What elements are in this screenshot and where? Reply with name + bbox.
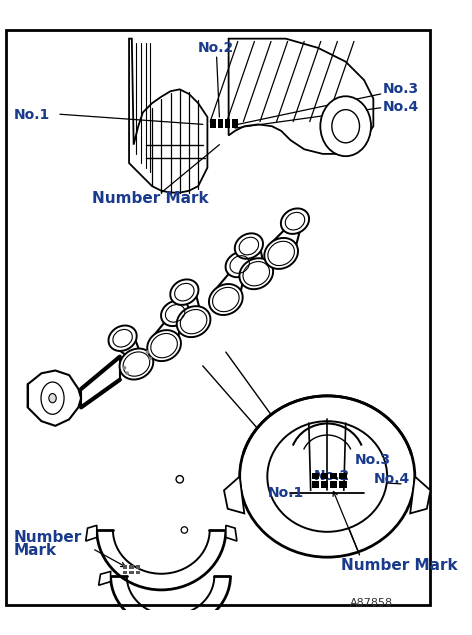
Bar (135, 565, 140, 569)
Ellipse shape (226, 251, 254, 277)
Ellipse shape (177, 306, 211, 337)
Text: No.2: No.2 (313, 469, 350, 483)
Text: No.4: No.4 (382, 100, 419, 114)
Ellipse shape (123, 366, 126, 370)
Bar (312, 481, 319, 488)
Text: Mark: Mark (14, 543, 57, 558)
Ellipse shape (119, 349, 153, 380)
Bar (210, 119, 216, 128)
Bar (123, 570, 127, 574)
Polygon shape (224, 476, 244, 513)
Ellipse shape (176, 476, 184, 483)
Ellipse shape (239, 258, 273, 289)
Bar (232, 119, 238, 128)
Ellipse shape (146, 351, 149, 354)
Ellipse shape (181, 527, 187, 533)
Bar (135, 570, 140, 574)
Ellipse shape (235, 233, 263, 259)
Ellipse shape (147, 330, 181, 361)
Ellipse shape (267, 421, 387, 532)
Bar (321, 473, 328, 479)
Bar (339, 481, 346, 488)
Text: Number Mark: Number Mark (92, 190, 209, 206)
Bar (129, 570, 134, 574)
Ellipse shape (126, 371, 129, 375)
Ellipse shape (320, 97, 371, 156)
Ellipse shape (161, 300, 189, 326)
Bar (129, 565, 134, 569)
Ellipse shape (209, 284, 243, 315)
Text: No.1: No.1 (14, 108, 50, 122)
Polygon shape (86, 525, 97, 541)
Polygon shape (226, 525, 237, 541)
Text: No.4: No.4 (373, 472, 410, 486)
Text: No.2: No.2 (198, 41, 235, 55)
Text: Number Mark: Number Mark (341, 558, 458, 573)
Bar (218, 119, 223, 128)
Bar (330, 481, 337, 488)
Bar (312, 473, 319, 479)
Text: A87858: A87858 (350, 598, 394, 608)
Ellipse shape (109, 326, 137, 351)
Ellipse shape (148, 357, 152, 361)
Ellipse shape (49, 394, 56, 403)
Polygon shape (410, 476, 430, 513)
Ellipse shape (170, 279, 198, 305)
Ellipse shape (264, 238, 298, 269)
Bar (330, 473, 337, 479)
Polygon shape (99, 572, 110, 585)
Bar (321, 481, 328, 488)
Text: No.3: No.3 (382, 82, 419, 96)
Bar (225, 119, 230, 128)
Bar (123, 565, 127, 569)
Text: No.1: No.1 (267, 486, 303, 500)
Bar (339, 473, 346, 479)
Text: Number: Number (14, 530, 82, 545)
Ellipse shape (281, 208, 309, 234)
Text: No.3: No.3 (355, 453, 391, 467)
Ellipse shape (240, 396, 415, 557)
